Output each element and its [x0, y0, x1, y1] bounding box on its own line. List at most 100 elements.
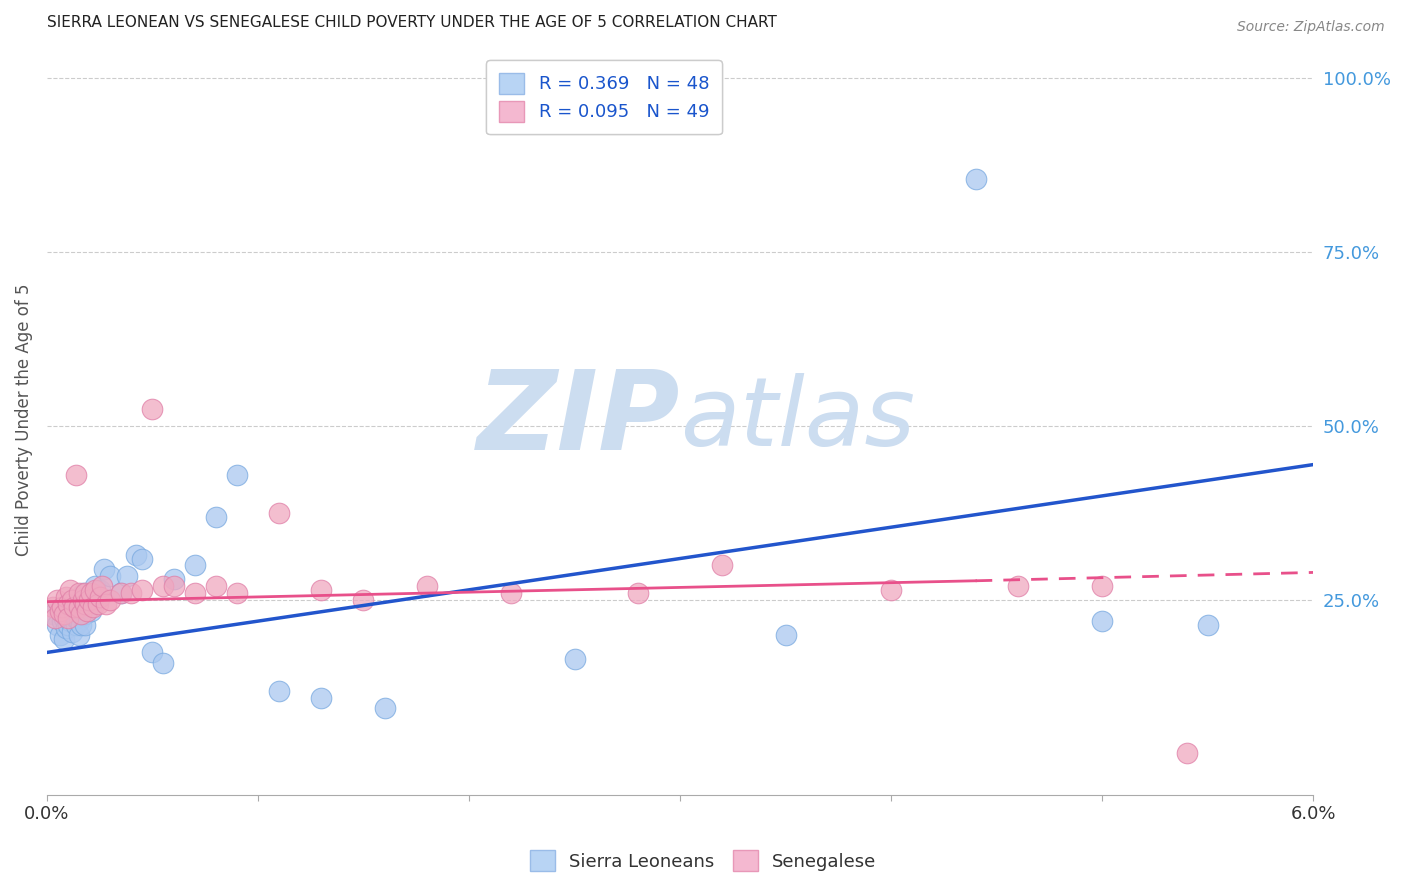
Point: [76, 590, 98, 604]
Point: [67, 600, 90, 615]
Point: [77, 600, 100, 615]
Point: [225, 468, 247, 483]
Point: [46, 617, 69, 632]
Point: [67, 628, 90, 642]
Point: [51, 600, 73, 615]
Point: [59, 582, 82, 597]
Point: [52, 632, 75, 646]
Point: [89, 590, 111, 604]
Point: [56, 610, 79, 624]
Point: [80, 604, 103, 618]
Point: [267, 506, 290, 520]
Point: [311, 582, 333, 597]
Point: [89, 582, 111, 597]
Legend: Sierra Leoneans, Senegalese: Sierra Leoneans, Senegalese: [522, 843, 884, 879]
Point: [711, 558, 734, 573]
Point: [55, 621, 77, 635]
Point: [152, 579, 174, 593]
Point: [353, 593, 375, 607]
Point: [56, 617, 79, 632]
Point: [82, 590, 104, 604]
Point: [63, 600, 86, 615]
Point: [59, 614, 82, 628]
Point: [152, 656, 174, 670]
Point: [98, 569, 121, 583]
Point: [73, 617, 96, 632]
Text: ZIP: ZIP: [477, 366, 681, 473]
Point: [162, 573, 184, 587]
Point: [93, 562, 115, 576]
Point: [67, 586, 90, 600]
Point: [131, 551, 153, 566]
Point: [162, 579, 184, 593]
Point: [51, 614, 73, 628]
Point: [141, 401, 163, 416]
Point: [76, 604, 98, 618]
Point: [110, 586, 132, 600]
Point: [267, 683, 290, 698]
Point: [52, 610, 75, 624]
Point: [44, 610, 66, 624]
Point: [1175, 747, 1198, 761]
Point: [183, 586, 205, 600]
Point: [69, 617, 91, 632]
Point: [72, 586, 94, 600]
Point: [42, 607, 65, 622]
Point: [56, 607, 79, 622]
Point: [67, 614, 90, 628]
Point: [65, 468, 87, 483]
Point: [90, 579, 112, 593]
Point: [80, 586, 103, 600]
Point: [55, 590, 77, 604]
Point: [63, 604, 86, 618]
Point: [204, 509, 226, 524]
Point: [120, 586, 142, 600]
Point: [1091, 579, 1114, 593]
Point: [73, 586, 96, 600]
Point: [1091, 614, 1114, 628]
Point: [84, 582, 107, 597]
Point: [52, 607, 75, 622]
Point: [775, 628, 797, 642]
Point: [69, 607, 91, 622]
Point: [73, 607, 96, 622]
Text: Source: ZipAtlas.com: Source: ZipAtlas.com: [1237, 20, 1385, 34]
Y-axis label: Child Poverty Under the Age of 5: Child Poverty Under the Age of 5: [15, 283, 32, 556]
Point: [65, 610, 87, 624]
Point: [110, 586, 132, 600]
Point: [627, 586, 650, 600]
Point: [965, 172, 987, 186]
Point: [60, 593, 83, 607]
Point: [880, 582, 903, 597]
Point: [115, 569, 138, 583]
Point: [501, 586, 523, 600]
Point: [73, 597, 96, 611]
Point: [204, 579, 226, 593]
Point: [225, 586, 247, 600]
Legend: R = 0.369   N = 48, R = 0.095   N = 49: R = 0.369 N = 48, R = 0.095 N = 49: [486, 60, 721, 135]
Point: [124, 548, 146, 562]
Text: SIERRA LEONEAN VS SENEGALESE CHILD POVERTY UNDER THE AGE OF 5 CORRELATION CHART: SIERRA LEONEAN VS SENEGALESE CHILD POVER…: [46, 15, 776, 30]
Point: [42, 600, 65, 615]
Point: [56, 597, 79, 611]
Point: [82, 600, 104, 615]
Point: [72, 593, 94, 607]
Point: [141, 645, 163, 659]
Point: [374, 701, 396, 715]
Point: [46, 593, 69, 607]
Point: [98, 593, 121, 607]
Point: [69, 600, 91, 615]
Point: [84, 579, 107, 593]
Point: [77, 593, 100, 607]
Point: [1197, 617, 1219, 632]
Point: [416, 579, 439, 593]
Point: [1007, 579, 1029, 593]
Point: [48, 604, 70, 618]
Point: [183, 558, 205, 573]
Point: [564, 652, 586, 666]
Point: [60, 624, 83, 639]
Point: [65, 617, 87, 632]
Point: [94, 597, 117, 611]
Point: [131, 582, 153, 597]
Point: [311, 690, 333, 705]
